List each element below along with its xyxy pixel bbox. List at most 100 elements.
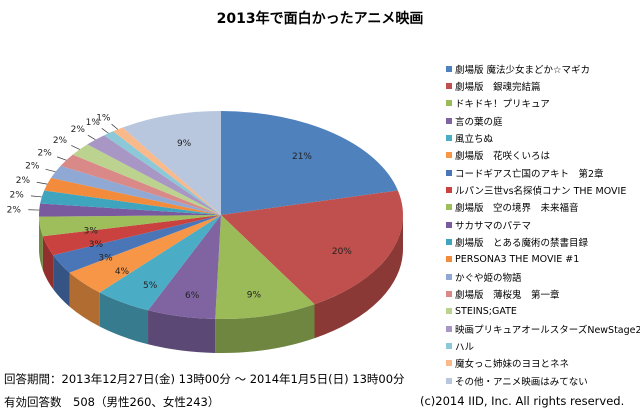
legend-label: 劇場版 花咲くいろは bbox=[455, 151, 551, 163]
leader-line bbox=[71, 145, 80, 150]
legend-label: 風立ちぬ bbox=[455, 133, 494, 145]
legend-swatch bbox=[446, 290, 452, 297]
pie-slice-side bbox=[69, 272, 100, 327]
pie-slice bbox=[42, 215, 221, 256]
data-label: 3% bbox=[84, 226, 99, 236]
pie-slice bbox=[215, 215, 315, 319]
copyright: (c)2014 IID, Inc. All rights reserved. bbox=[420, 394, 625, 408]
leader-line bbox=[30, 195, 42, 198]
pie-slice bbox=[122, 111, 221, 215]
pie-slice bbox=[39, 215, 222, 237]
legend-swatch bbox=[446, 169, 452, 176]
legend-label: PERSONA3 THE MOVIE #1 bbox=[455, 253, 580, 265]
data-label: 4% bbox=[115, 267, 130, 277]
legend-item: PERSONA3 THE MOVIE #1 bbox=[446, 251, 640, 268]
data-label: 3% bbox=[89, 240, 104, 250]
data-label: 21% bbox=[292, 152, 312, 162]
legend-item: 劇場版 魔法少女まどか☆マギカ bbox=[446, 60, 640, 77]
data-label: 2% bbox=[16, 176, 31, 186]
legend-item: ハル bbox=[446, 337, 640, 354]
data-label: 2% bbox=[7, 205, 22, 215]
leader-line bbox=[111, 123, 119, 130]
legend-item: ルパン三世vs名探偵コナン THE MOVIE bbox=[446, 181, 640, 198]
data-label: 2% bbox=[53, 136, 68, 146]
legend-item: その他・アニメ映画はみてない bbox=[446, 372, 640, 389]
legend-label: STEINS;GATE bbox=[455, 305, 517, 317]
legend: 劇場版 魔法少女まどか☆マギカ 劇場版 銀魂完結篇 ドキドキ！プリキュア 言の葉の庭風… bbox=[446, 60, 640, 389]
data-label: 6% bbox=[185, 291, 200, 301]
data-label: 1% bbox=[86, 118, 101, 128]
pie-chart: 21%20%9%6%5%4%3%3%3%2%2%2%2%2%2%2%1%1%9% bbox=[7, 111, 404, 353]
legend-label: 劇場版 空の境界 未来福音 bbox=[455, 203, 579, 215]
legend-item: 言の葉の庭 bbox=[446, 112, 640, 129]
pie-slice-side bbox=[53, 255, 70, 307]
pie-slice bbox=[72, 144, 221, 215]
pie-slice-side bbox=[39, 216, 43, 271]
pie-slice bbox=[221, 111, 398, 215]
pie-slice-side bbox=[314, 215, 403, 339]
survey-period: 回答期間：2013年12月27日(金) 13時00分 ～ 2014年1月5日(日… bbox=[4, 372, 405, 386]
legend-label: 映画プリキュアオールスターズNewStage2 bbox=[455, 324, 640, 336]
legend-label: 言の葉の庭 bbox=[455, 116, 503, 128]
legend-label: ドキドキ！プリキュア bbox=[455, 99, 550, 111]
pie-slice bbox=[44, 177, 221, 215]
legend-item: 劇場版 花咲くいろは bbox=[446, 147, 640, 164]
pie-slice-side bbox=[42, 236, 54, 290]
legend-swatch bbox=[446, 238, 452, 245]
data-label: 2% bbox=[25, 162, 40, 172]
legend-item: 映画プリキュアオールスターズNewStage2 bbox=[446, 320, 640, 337]
leader-line bbox=[87, 134, 96, 141]
legend-item: 風立ちぬ bbox=[446, 129, 640, 146]
legend-label: ルパン三世vs名探偵コナン THE MOVIE bbox=[455, 185, 627, 197]
pie-slice-side bbox=[215, 304, 315, 353]
legend-item: 魔女っこ姉妹のヨヨとネネ bbox=[446, 355, 640, 372]
legend-swatch bbox=[446, 65, 452, 72]
legend-swatch bbox=[446, 152, 452, 159]
legend-label: 劇場版 魔法少女まどか☆マギカ bbox=[455, 64, 591, 76]
legend-label: ハル bbox=[455, 341, 475, 353]
legend-swatch bbox=[446, 273, 452, 280]
legend-item: 劇場版 銀魂完結篇 bbox=[446, 77, 640, 94]
data-label: 9% bbox=[247, 290, 262, 300]
legend-label: かぐや姫の物語 bbox=[455, 272, 522, 284]
legend-swatch bbox=[446, 186, 452, 193]
legend-item: ドキドキ！プリキュア bbox=[446, 95, 640, 112]
response-count: 有効回答数 508（男性260、女性243） bbox=[4, 395, 220, 409]
legend-swatch bbox=[446, 360, 452, 367]
pie-slice-side bbox=[99, 292, 149, 345]
pie-slice bbox=[69, 215, 221, 293]
legend-label: 劇場版 銀魂完結篇 bbox=[455, 81, 541, 93]
data-label: 20% bbox=[332, 247, 352, 257]
pie-slice bbox=[53, 215, 222, 273]
legend-item: サカサマのパテマ bbox=[446, 216, 640, 233]
legend-swatch bbox=[446, 204, 452, 211]
leader-line bbox=[56, 156, 67, 161]
pie-slice bbox=[40, 190, 221, 215]
legend-swatch bbox=[446, 100, 452, 107]
legend-item: 劇場版 とある魔術の禁書目録 bbox=[446, 233, 640, 250]
legend-item: 劇場版 薄桜鬼 第一章 bbox=[446, 285, 640, 302]
legend-label: サカサマのパテマ bbox=[455, 220, 532, 232]
leader-line bbox=[101, 128, 109, 134]
legend-swatch bbox=[446, 256, 452, 263]
data-label: 3% bbox=[98, 253, 113, 263]
legend-label: 劇場版 とある魔術の禁書目録 bbox=[455, 237, 589, 249]
legend-item: STEINS;GATE bbox=[446, 303, 640, 320]
pie-slice-side bbox=[148, 310, 216, 353]
legend-swatch bbox=[446, 134, 452, 141]
pie-slice bbox=[113, 127, 221, 215]
legend-swatch bbox=[446, 117, 452, 124]
data-label: 1% bbox=[96, 113, 111, 123]
data-label: 2% bbox=[71, 125, 86, 135]
legend-swatch bbox=[446, 82, 452, 89]
legend-item: 劇場版 空の境界 未来福音 bbox=[446, 199, 640, 216]
legend-label: 劇場版 薄桜鬼 第一章 bbox=[455, 289, 560, 301]
legend-item: コードギアス亡国のアキト 第2章 bbox=[446, 164, 640, 181]
legend-swatch bbox=[446, 325, 452, 332]
pie-slice bbox=[99, 215, 221, 311]
legend-label: その他・アニメ映画はみてない bbox=[455, 376, 588, 388]
legend-swatch bbox=[446, 221, 452, 228]
leader-line bbox=[36, 181, 48, 185]
pie-slice bbox=[221, 190, 404, 305]
